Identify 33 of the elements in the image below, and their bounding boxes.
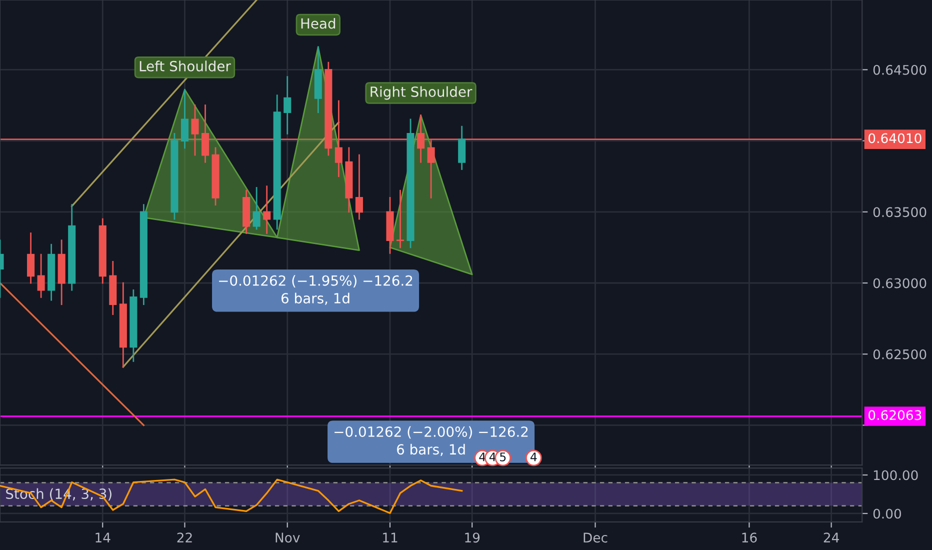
x-tick-label: 16	[742, 532, 757, 543]
candlestick	[263, 186, 271, 234]
y-tick-label: 0.63000	[873, 278, 926, 288]
annotation: −0.01262 (−1.95%) −126.2 6 bars, 1d	[219, 275, 412, 305]
ref-line-label: 0.62063	[868, 410, 922, 420]
candlestick	[355, 154, 363, 220]
y-tick-label: 100.00	[874, 470, 918, 480]
line-series	[0, 478, 463, 514]
x-tick-label: 11	[383, 532, 398, 542]
candlestick	[458, 126, 466, 170]
candlestick	[396, 190, 404, 248]
y-tick-label: 0.63500	[873, 207, 926, 218]
annotation: Left Shoulder	[140, 60, 231, 72]
candlestick	[27, 232, 35, 284]
annotation: 4	[530, 452, 537, 462]
candlestick	[180, 88, 189, 149]
x-tick-label: Nov	[276, 532, 300, 543]
candlestick	[284, 76, 292, 134]
candlestick	[252, 187, 260, 230]
annotation: Right Shoulder	[370, 86, 472, 100]
annotation: 5	[500, 452, 506, 462]
ref-line-label: 0.64010	[868, 133, 922, 144]
x-tick-label: 24	[824, 532, 839, 542]
y-tick-label: 0.62500	[873, 349, 926, 360]
y-tick-label: 0.00	[873, 508, 902, 519]
x-tick-label: 22	[177, 532, 192, 542]
x-tick-label: Dec	[584, 532, 608, 543]
candlestick	[37, 254, 45, 298]
annotation: Head	[301, 18, 336, 29]
annotation: 4	[489, 452, 496, 462]
x-tick-label: 19	[465, 532, 480, 543]
y-tick-label: 0.64500	[873, 64, 926, 75]
x-tick-label: 14	[96, 532, 110, 542]
